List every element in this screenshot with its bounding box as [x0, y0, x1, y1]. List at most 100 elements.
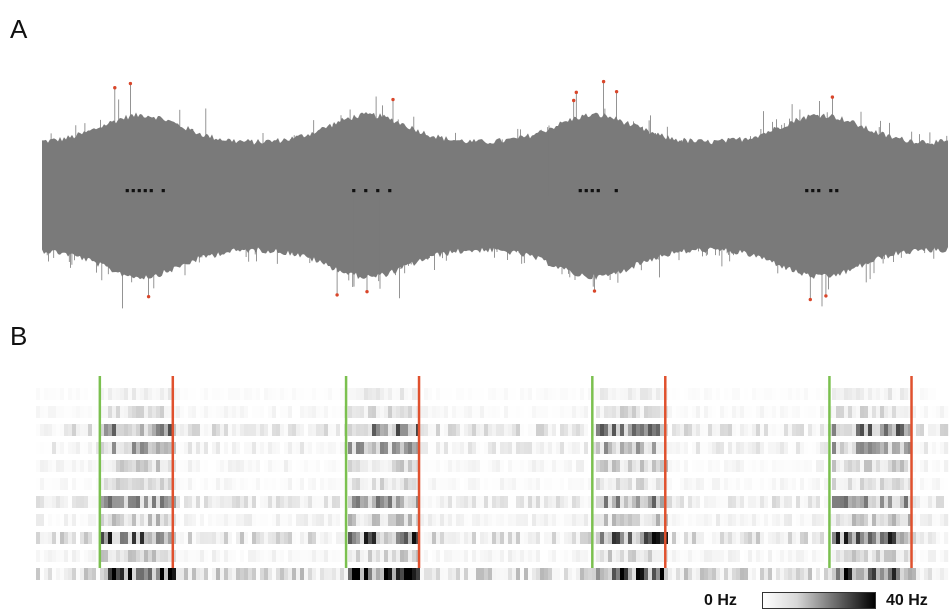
heatmap-cell — [432, 496, 437, 508]
peak-marker — [614, 89, 619, 94]
heatmap-cell — [644, 388, 649, 400]
heatmap-cell — [780, 478, 785, 490]
heatmap-cell — [884, 424, 889, 436]
heatmap-cell — [524, 550, 529, 562]
heatmap-cell — [280, 532, 285, 544]
heatmap-cell — [164, 568, 169, 580]
heatmap-cell — [656, 442, 661, 454]
heatmap-cell — [296, 496, 301, 508]
heatmap-cell — [424, 568, 429, 580]
heatmap-cell — [768, 496, 773, 508]
heatmap-cell — [924, 532, 929, 544]
heatmap-cell — [156, 406, 161, 418]
heatmap-cell — [484, 568, 489, 580]
heatmap-cell — [468, 460, 473, 472]
heatmap-cell — [300, 460, 305, 472]
heatmap-cell — [556, 514, 561, 526]
heatmap-cell — [812, 532, 817, 544]
heatmap-cell — [528, 406, 533, 418]
heatmap-cell — [440, 514, 445, 526]
heatmap-cell — [304, 514, 309, 526]
heatmap-cell — [716, 496, 721, 508]
heatmap-cell — [376, 568, 381, 580]
heatmap-cell — [60, 460, 65, 472]
heatmap-cell — [308, 478, 313, 490]
heatmap-cell — [140, 478, 145, 490]
heatmap-cell — [132, 532, 137, 544]
heatmap-cell — [528, 388, 533, 400]
heatmap-cell — [876, 568, 881, 580]
heatmap-cell — [308, 514, 313, 526]
heatmap-cell — [820, 532, 825, 544]
heatmap-cell — [168, 496, 173, 508]
heatmap-cell — [360, 550, 365, 562]
heatmap-cell — [260, 460, 265, 472]
heatmap-cell — [100, 388, 105, 400]
heatmap-cell — [768, 388, 773, 400]
heatmap-cell — [436, 460, 441, 472]
heatmap-cell — [348, 388, 353, 400]
heatmap-cell — [684, 424, 689, 436]
heatmap-cell — [900, 388, 905, 400]
heatmap-cell — [104, 460, 109, 472]
heatmap-cell — [544, 406, 549, 418]
heatmap-cell — [792, 406, 797, 418]
heatmap-cell — [736, 532, 741, 544]
heatmap-cell — [432, 514, 437, 526]
heatmap-cell — [396, 496, 401, 508]
heatmap-cell — [240, 568, 245, 580]
heatmap-cell — [484, 460, 489, 472]
heatmap-cell — [868, 478, 873, 490]
heatmap-cell — [396, 532, 401, 544]
heatmap-cell — [256, 478, 261, 490]
heatmap-cell — [812, 514, 817, 526]
heatmap-cell — [88, 568, 93, 580]
heatmap-cell — [140, 388, 145, 400]
heatmap-cell — [732, 514, 737, 526]
heatmap-cell — [476, 568, 481, 580]
heatmap-cell — [792, 514, 797, 526]
heatmap-cell — [168, 532, 173, 544]
heatmap-cell — [448, 442, 453, 454]
heatmap-cell — [632, 496, 637, 508]
heatmap-cell — [220, 496, 225, 508]
heatmap-cell — [156, 460, 161, 472]
heatmap-cell — [748, 514, 753, 526]
heatmap-cell — [736, 514, 741, 526]
heatmap-cell — [84, 442, 89, 454]
heatmap-cell — [212, 478, 217, 490]
heatmap-cell — [944, 442, 949, 454]
heatmap-cell — [820, 424, 825, 436]
heatmap-cell — [944, 388, 949, 400]
heatmap-cell — [216, 550, 221, 562]
heatmap-cell — [492, 496, 497, 508]
heatmap-cell — [880, 424, 885, 436]
heatmap-cell — [376, 424, 381, 436]
heatmap-cell — [932, 478, 937, 490]
heatmap-cell — [224, 388, 229, 400]
heatmap-cell — [304, 406, 309, 418]
heatmap-cell — [700, 442, 705, 454]
heatmap-cell — [788, 424, 793, 436]
heatmap-cell — [176, 550, 181, 562]
heatmap-cell — [776, 388, 781, 400]
heatmap-cell — [860, 514, 865, 526]
heatmap-cell — [896, 388, 901, 400]
heatmap-cell — [408, 442, 413, 454]
heatmap-cell — [380, 496, 385, 508]
heatmap-cell — [880, 550, 885, 562]
heatmap-cell — [36, 406, 41, 418]
heatmap-cell — [600, 460, 605, 472]
heatmap-cell — [640, 460, 645, 472]
heatmap-cell — [360, 424, 365, 436]
heatmap-cell — [404, 550, 409, 562]
heatmap-cell — [216, 406, 221, 418]
heatmap-cell — [488, 442, 493, 454]
heatmap-cell — [752, 568, 757, 580]
heatmap-cell — [212, 532, 217, 544]
heatmap-cell — [100, 442, 105, 454]
heatmap-cell — [60, 442, 65, 454]
heatmap-cell — [668, 460, 673, 472]
heatmap-cell — [924, 568, 929, 580]
heatmap-cell — [312, 442, 317, 454]
